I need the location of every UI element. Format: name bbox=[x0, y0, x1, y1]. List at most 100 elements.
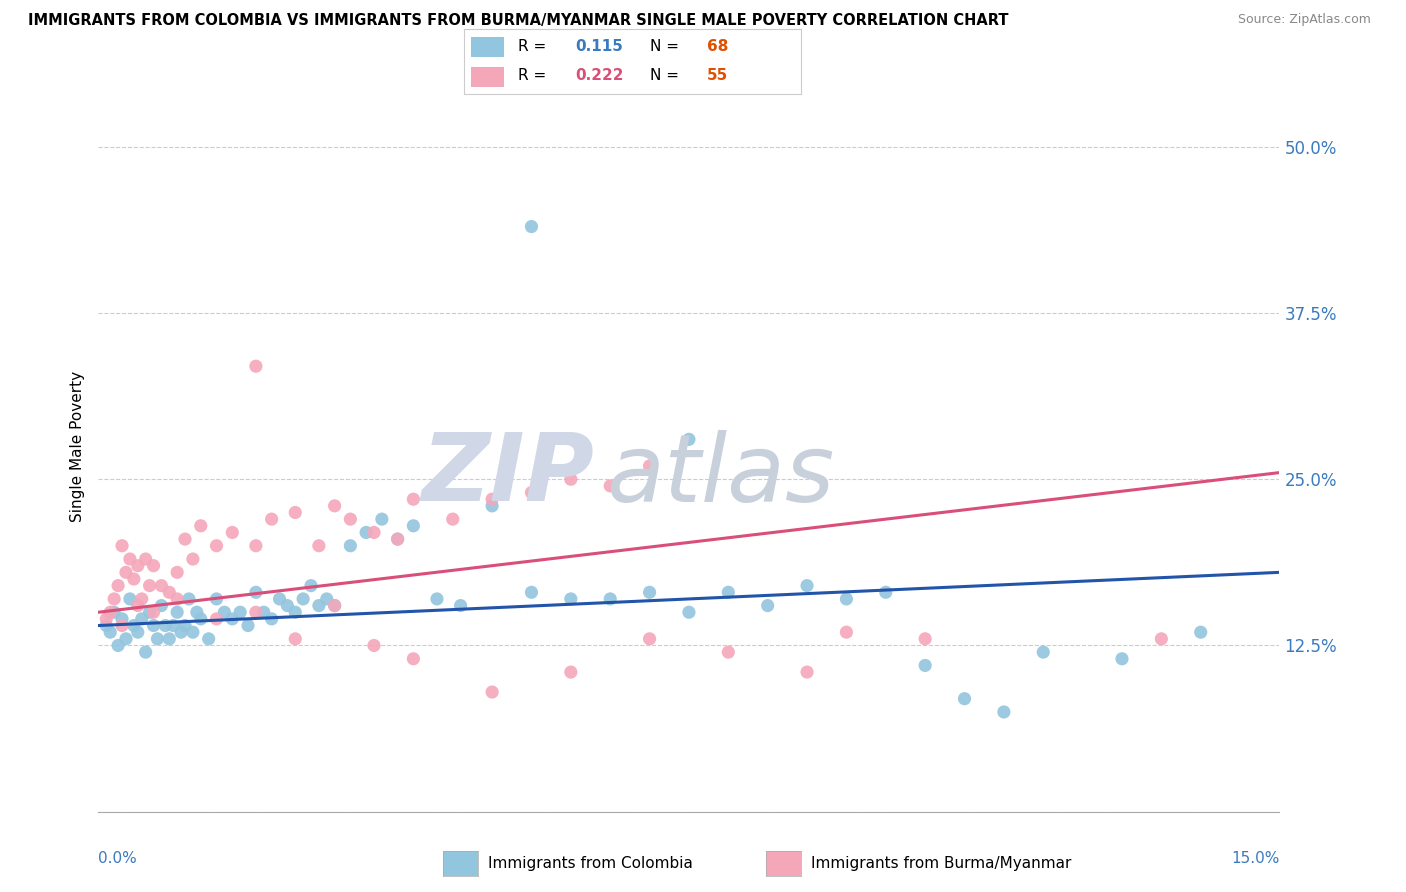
Point bbox=[177, 591, 200, 606]
Point bbox=[323, 599, 346, 613]
Text: IMMIGRANTS FROM COLOMBIA VS IMMIGRANTS FROM BURMA/MYANMAR SINGLE MALE POVERTY CO: IMMIGRANTS FROM COLOMBIA VS IMMIGRANTS F… bbox=[28, 13, 1008, 29]
Point bbox=[253, 605, 276, 619]
Point bbox=[205, 612, 228, 626]
Point bbox=[796, 579, 818, 593]
Point bbox=[127, 599, 149, 613]
Point bbox=[402, 492, 425, 507]
Point bbox=[245, 605, 267, 619]
Text: 0.115: 0.115 bbox=[575, 39, 623, 54]
Point bbox=[308, 599, 330, 613]
Point bbox=[190, 518, 212, 533]
Point bbox=[756, 599, 779, 613]
Point bbox=[560, 665, 582, 679]
Point bbox=[142, 558, 165, 573]
Point bbox=[245, 359, 267, 374]
Text: N =: N = bbox=[650, 39, 683, 54]
Text: R =: R = bbox=[517, 39, 551, 54]
Point bbox=[166, 566, 188, 580]
Point bbox=[181, 625, 204, 640]
Point bbox=[98, 605, 121, 619]
Point bbox=[131, 612, 153, 626]
Point bbox=[402, 652, 425, 666]
Point bbox=[450, 599, 472, 613]
Point bbox=[292, 591, 315, 606]
Point bbox=[98, 625, 121, 640]
Point bbox=[118, 591, 141, 606]
Point bbox=[118, 552, 141, 566]
Point bbox=[481, 499, 503, 513]
Point bbox=[245, 539, 267, 553]
Point bbox=[481, 685, 503, 699]
Point bbox=[441, 512, 464, 526]
Y-axis label: Single Male Poverty: Single Male Poverty bbox=[70, 370, 86, 522]
Point bbox=[157, 632, 180, 646]
Point bbox=[520, 219, 543, 234]
Point bbox=[96, 612, 118, 626]
Point bbox=[299, 579, 322, 593]
Point bbox=[387, 532, 409, 546]
Text: Source: ZipAtlas.com: Source: ZipAtlas.com bbox=[1237, 13, 1371, 27]
Point bbox=[214, 605, 236, 619]
Point bbox=[142, 605, 165, 619]
Point bbox=[96, 618, 118, 632]
Text: Immigrants from Burma/Myanmar: Immigrants from Burma/Myanmar bbox=[811, 856, 1071, 871]
Point bbox=[111, 618, 134, 632]
Point bbox=[260, 512, 283, 526]
Point bbox=[678, 433, 700, 447]
Point bbox=[107, 579, 129, 593]
Text: ZIP: ZIP bbox=[422, 429, 595, 521]
Point bbox=[560, 591, 582, 606]
Point bbox=[174, 618, 197, 632]
Point bbox=[229, 605, 252, 619]
Point bbox=[387, 532, 409, 546]
Point bbox=[599, 591, 621, 606]
Point bbox=[157, 585, 180, 599]
Point bbox=[107, 639, 129, 653]
Point bbox=[103, 591, 125, 606]
Text: R =: R = bbox=[517, 68, 551, 83]
Point bbox=[155, 618, 177, 632]
Point bbox=[914, 658, 936, 673]
Point bbox=[138, 605, 160, 619]
Point bbox=[371, 512, 394, 526]
Point bbox=[103, 605, 125, 619]
Point bbox=[426, 591, 449, 606]
Point bbox=[131, 591, 153, 606]
Bar bbox=[471, 67, 505, 87]
Point bbox=[186, 605, 208, 619]
Point bbox=[953, 691, 976, 706]
Point bbox=[835, 625, 858, 640]
Point bbox=[481, 492, 503, 507]
Text: 0.0%: 0.0% bbox=[98, 851, 138, 865]
Point bbox=[1150, 632, 1173, 646]
Point bbox=[150, 579, 173, 593]
Point bbox=[190, 612, 212, 626]
Point bbox=[914, 632, 936, 646]
Point bbox=[150, 599, 173, 613]
Point bbox=[142, 618, 165, 632]
Point bbox=[221, 525, 243, 540]
Point bbox=[115, 632, 138, 646]
Point bbox=[127, 558, 149, 573]
Point bbox=[993, 705, 1015, 719]
Text: Immigrants from Colombia: Immigrants from Colombia bbox=[488, 856, 693, 871]
Bar bbox=[471, 37, 505, 57]
Point bbox=[1032, 645, 1054, 659]
Point bbox=[122, 618, 145, 632]
Point bbox=[323, 499, 346, 513]
Point bbox=[174, 532, 197, 546]
Point bbox=[1111, 652, 1133, 666]
Point bbox=[835, 591, 858, 606]
Point bbox=[181, 552, 204, 566]
Point bbox=[205, 539, 228, 553]
Point bbox=[363, 639, 385, 653]
Point bbox=[197, 632, 219, 646]
Point bbox=[260, 612, 283, 626]
Point bbox=[122, 572, 145, 586]
Point bbox=[339, 512, 361, 526]
Point bbox=[1189, 625, 1212, 640]
Point bbox=[875, 585, 897, 599]
Text: 55: 55 bbox=[707, 68, 728, 83]
Point bbox=[127, 625, 149, 640]
Point bbox=[323, 599, 346, 613]
